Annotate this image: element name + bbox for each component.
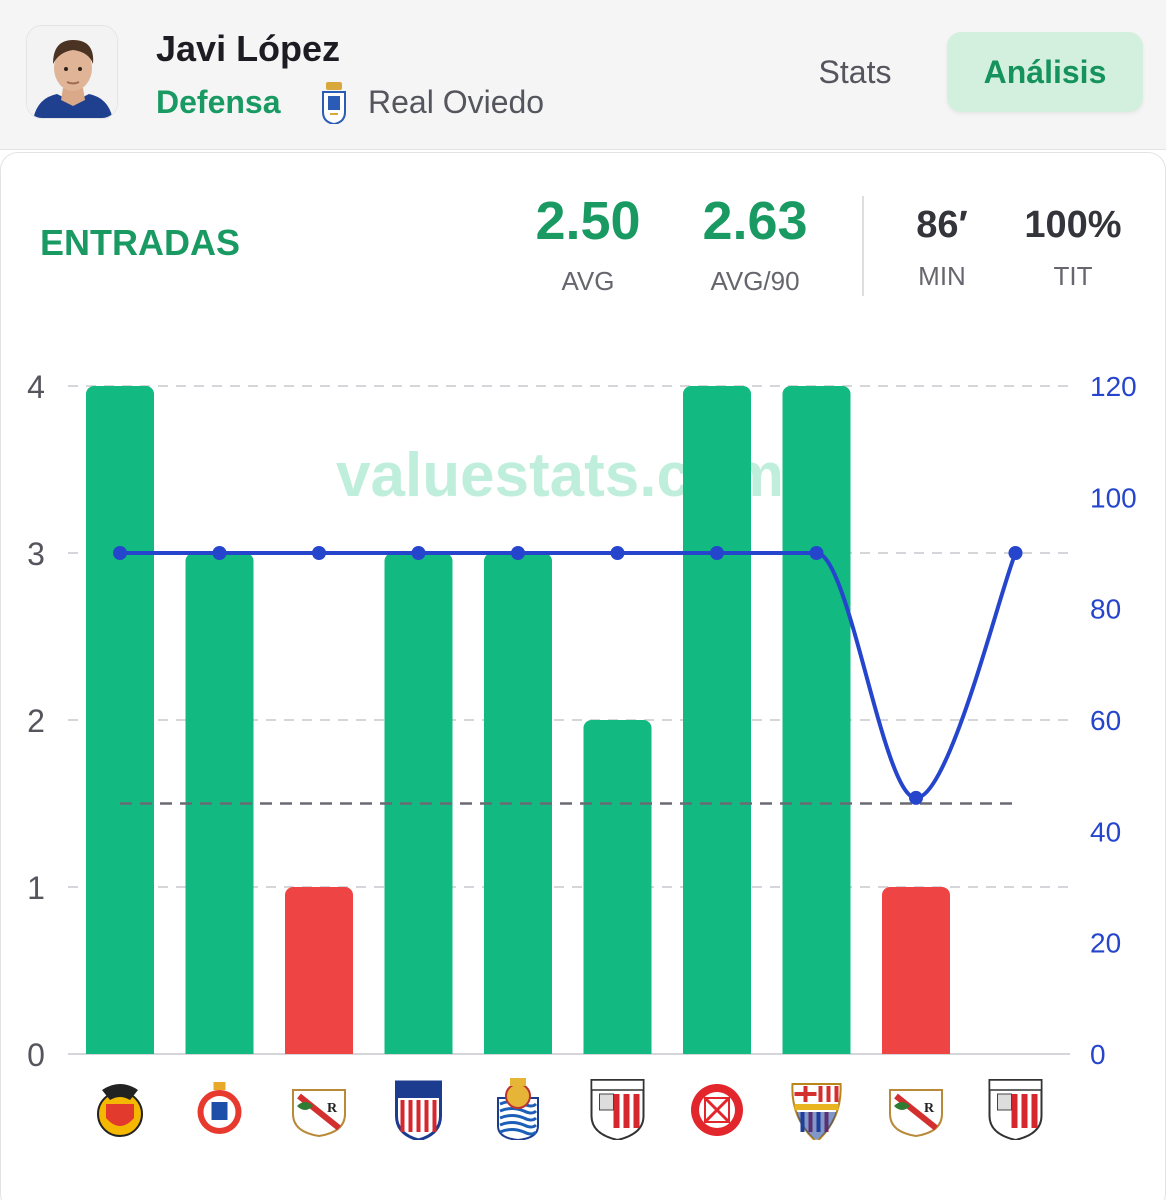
player-name: Javi López [156,28,341,69]
y-right-tick-label: 0 [1090,1039,1106,1070]
y-left-tick-label: 0 [27,1037,45,1073]
rayo-vallecano-crest-icon: R [292,1089,346,1138]
minutes-point [1008,546,1023,560]
bar [86,386,154,1054]
atletico-madrid-crest-icon [395,1080,442,1140]
real-sociedad-crest-icon [497,1078,539,1140]
bar-base [384,1044,453,1054]
y-left-tick-label: 3 [27,536,45,572]
bar [583,720,652,1054]
y-right-tick-label: 60 [1090,705,1121,736]
minutes-point [610,546,625,560]
stat-avg90: 2.63 AVG/90 [680,190,830,297]
bar-base [782,1044,851,1054]
stat-tit-label: TIT [1053,261,1093,291]
team-name: Real Oviedo [368,84,545,120]
bar [683,386,751,1054]
y-right-tick-label: 120 [1090,371,1137,402]
y-left-tick-label: 1 [27,870,45,906]
stat-avg-value: 2.50 [535,191,641,251]
bar-base [882,1044,950,1054]
girona-crest-icon [691,1084,743,1136]
stat-tit-value: 100% [1024,204,1122,246]
valencia-crest-icon [97,1084,143,1137]
tab-analisis[interactable]: Análisis [947,32,1143,112]
minutes-point [212,546,227,560]
player-avatar [26,25,118,119]
stat-min-value: 86′ [916,204,968,246]
stat-min-label: MIN [918,261,966,291]
minutes-point [312,546,326,560]
minutes-point [511,546,525,560]
stat-avg-label: AVG [561,266,615,296]
athletic-club-crest-icon [590,1079,645,1140]
bar [484,553,552,1054]
svg-text:R: R [924,1101,935,1116]
rayo-vallecano-crest-icon: R [889,1089,943,1138]
y-right-tick-label: 80 [1090,594,1121,625]
athletic-club-crest-icon [988,1079,1043,1140]
bar [185,553,254,1054]
minutes-point [909,790,923,805]
stat-min: 86′ MIN [890,204,994,292]
bar-base [484,1044,552,1054]
y-right-tick-label: 40 [1090,816,1121,847]
player-position: Defensa [156,84,281,120]
stats-divider [862,196,864,296]
espanyol-crest-icon [197,1082,242,1134]
stat-avg90-label: AVG/90 [710,266,800,296]
svg-text:R: R [327,1101,338,1116]
bar-base [185,1044,254,1054]
bar [384,553,453,1054]
minutes-line [120,550,1018,800]
y-right-tick-label: 20 [1090,928,1121,959]
bar-base [285,1044,353,1054]
tab-stats[interactable]: Stats [818,53,892,90]
y-right-tick-label: 100 [1090,482,1137,513]
player-header: Javi López Defensa Real Oviedo Stats Aná… [0,0,1166,150]
stat-avg: 2.50 AVG [518,190,658,297]
bar [882,887,950,1054]
minutes-point [710,546,724,560]
minutes-point [113,546,127,560]
metric-title: ENTRADAS [40,222,241,263]
barcelona-crest-icon [791,1083,842,1140]
stat-tit: 100% TIT [1010,204,1136,292]
bar-base [683,1044,751,1054]
minutes-point [809,546,824,560]
y-left-tick-label: 4 [27,369,45,405]
bar-base [583,1044,652,1054]
stat-avg90-value: 2.63 [702,191,808,251]
real-oviedo-crest-icon [322,82,346,124]
bar [782,386,851,1054]
bar-base [86,1044,154,1054]
bar [285,887,353,1054]
minutes-point [411,546,426,560]
y-left-tick-label: 2 [27,703,45,739]
